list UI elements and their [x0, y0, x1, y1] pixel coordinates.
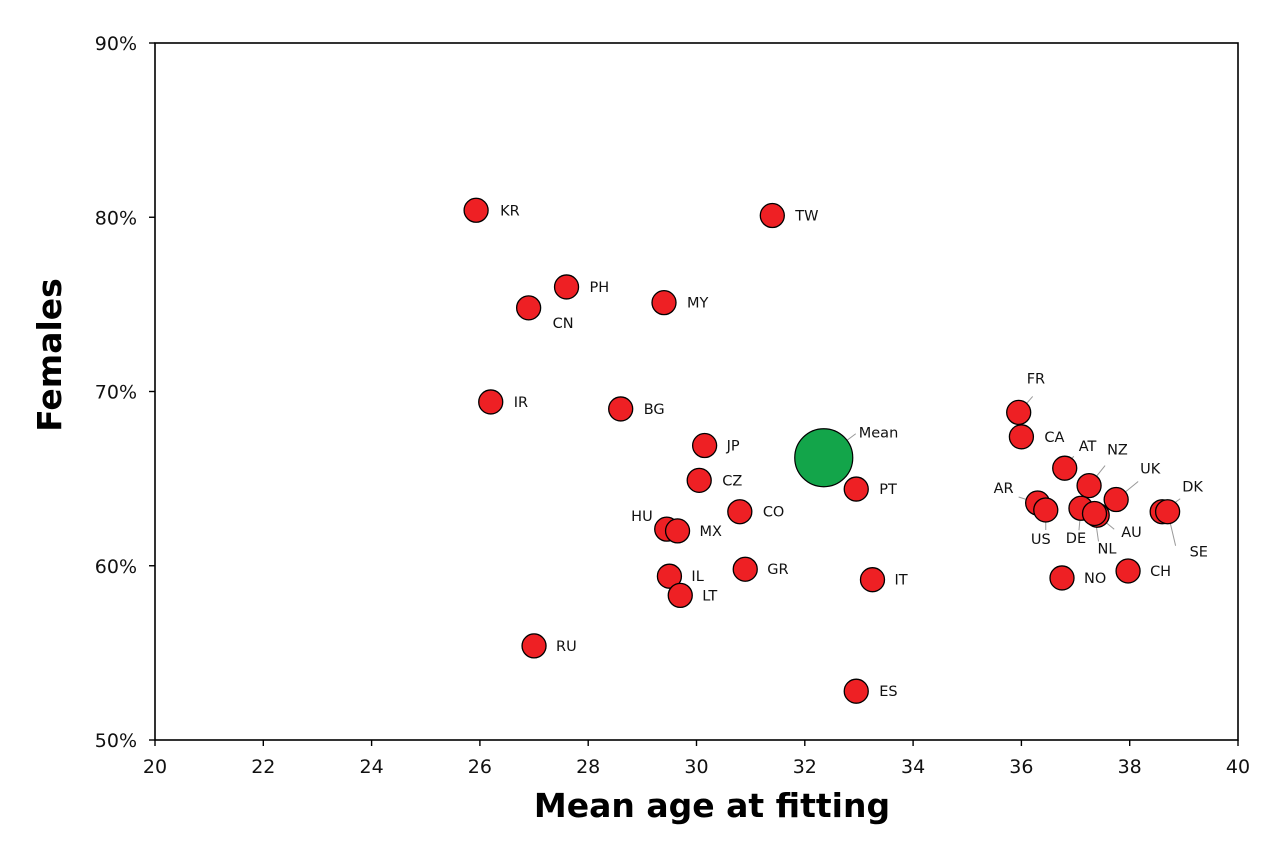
point-us [1033, 497, 1059, 523]
point-label-co: CO [763, 505, 785, 521]
point-label-cn: CN [553, 316, 574, 332]
point-label-es: ES [879, 684, 897, 700]
point-label-hu: HU [631, 509, 653, 525]
point-label-nz: NZ [1107, 443, 1128, 459]
point-at [1052, 455, 1078, 481]
point-cz [686, 467, 712, 494]
point-ir [478, 389, 504, 415]
data-points [463, 197, 1181, 704]
y-tick-label: 50% [95, 730, 137, 752]
point-fr [1006, 399, 1032, 426]
point-label-ir: IR [514, 395, 528, 411]
point-il [656, 563, 683, 589]
point-label-au: AU [1121, 525, 1142, 541]
x-tick-label: 20 [143, 756, 167, 778]
point-se [1154, 499, 1181, 525]
y-tick-label: 90% [95, 33, 137, 55]
point-ch [1115, 558, 1141, 584]
y-axis-title: Females [30, 278, 69, 432]
point-label-it: IT [894, 573, 907, 589]
point-label-no: NO [1084, 571, 1106, 587]
point-mx [664, 518, 691, 544]
x-tick-label: 30 [684, 756, 708, 778]
point-label-ch: CH [1150, 564, 1171, 580]
point-label-nl: NL [1098, 541, 1117, 557]
point-co [727, 499, 753, 525]
point-label-my: MY [687, 296, 709, 312]
point-label-us: US [1031, 532, 1051, 548]
point-label-kr: KR [500, 203, 520, 219]
x-tick-label: 32 [793, 756, 817, 778]
x-tick-label: 34 [901, 756, 925, 778]
mean-point [794, 428, 854, 488]
point-uk [1103, 486, 1129, 513]
y-tick-label: 60% [95, 556, 137, 578]
point-label-cz: CZ [722, 473, 742, 489]
point-label-de: DE [1066, 531, 1086, 547]
point-cn [515, 295, 542, 321]
point-labels: KR TW PH MY CN IR BG FR CA JP AT CZ NZ PT UK AR DE US CO DK… [500, 203, 1208, 700]
x-axis-ticks: 20 22 24 26 28 30 32 34 36 38 40 [143, 740, 1250, 778]
point-nl [1081, 500, 1108, 527]
point-label-tw: TW [794, 209, 818, 225]
y-tick-label: 70% [95, 382, 137, 404]
point-ru [521, 633, 547, 659]
point-kr [463, 197, 489, 223]
point-no [1049, 565, 1075, 591]
point-my [651, 289, 677, 316]
point-label-at: AT [1079, 439, 1097, 455]
point-label-mean: Mean [859, 426, 899, 442]
point-label-ru: RU [556, 639, 577, 655]
point-label-pt: PT [879, 482, 897, 498]
x-axis-title: Mean age at fitting [534, 786, 890, 825]
point-label-se: SE [1190, 545, 1208, 561]
point-label-mx: MX [700, 524, 723, 540]
x-tick-label: 36 [1009, 756, 1033, 778]
x-tick-label: 24 [360, 756, 384, 778]
point-pt [843, 476, 869, 502]
x-tick-label: 26 [468, 756, 492, 778]
point-nz [1076, 472, 1102, 499]
point-gr [732, 556, 758, 582]
point-tw [759, 202, 785, 229]
point-label-uk: UK [1140, 462, 1161, 478]
point-label-fr: FR [1027, 371, 1045, 387]
point-label-ar: AR [994, 481, 1014, 497]
x-tick-label: 22 [251, 756, 275, 778]
point-label-ph: PH [590, 280, 610, 296]
point-ph [553, 274, 580, 300]
point-jp [691, 432, 718, 459]
point-lt [667, 582, 693, 609]
point-label-bg: BG [644, 402, 665, 418]
x-tick-label: 40 [1226, 756, 1250, 778]
point-label-dk: DK [1182, 480, 1203, 496]
y-axis-ticks: 50% 60% 70% 80% 90% [95, 33, 155, 752]
plot-frame [154, 42, 1239, 741]
point-it [859, 567, 886, 593]
point-es [843, 678, 869, 704]
y-tick-label: 80% [95, 207, 137, 229]
point-label-ca: CA [1044, 430, 1064, 446]
point-bg [608, 396, 634, 422]
x-tick-label: 38 [1118, 756, 1142, 778]
x-tick-label: 28 [576, 756, 600, 778]
point-label-gr: GR [767, 562, 788, 578]
point-ca [1008, 424, 1035, 450]
point-label-jp: JP [726, 439, 740, 455]
point-label-il: IL [691, 569, 703, 585]
point-label-lt: LT [702, 588, 717, 604]
